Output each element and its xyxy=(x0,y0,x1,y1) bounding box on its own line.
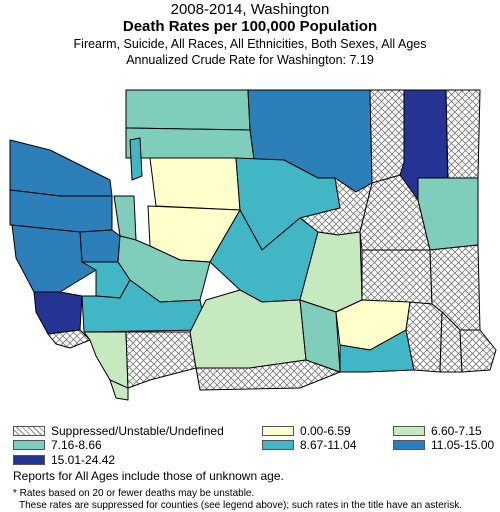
county-yakima xyxy=(189,289,307,369)
county-lewis xyxy=(81,279,207,333)
legend-label: Suppressed/Unstable/Undefined xyxy=(51,424,224,438)
county-skamania xyxy=(125,331,197,389)
legend-swatch xyxy=(13,455,45,465)
legend-swatch xyxy=(13,426,45,436)
county-whatcom xyxy=(125,89,251,131)
county-snohomish xyxy=(149,157,241,211)
state-rate-subtitle: Annualized Crude Rate for Washington: 7.… xyxy=(126,53,374,67)
county-ferry xyxy=(369,89,405,184)
county-island xyxy=(129,137,143,181)
county-clallam xyxy=(9,139,113,197)
legend-label: 6.60-7.15 xyxy=(431,424,482,438)
county-wahkiakum xyxy=(47,329,91,349)
legend-item-7-16-8-66: 7.16-8.66 xyxy=(13,438,102,452)
county-jefferson xyxy=(9,189,113,233)
legend-label: 11.05-15.00 xyxy=(431,438,495,452)
map-title: Death Rates per 100,000 Population xyxy=(122,18,378,35)
legend-item-suppressed: Suppressed/Unstable/Undefined xyxy=(13,424,224,438)
legend-item-0-6-59: 0.00-6.59 xyxy=(262,424,351,438)
note-suppressed: These rates are suppressed for counties … xyxy=(19,500,463,511)
county-skagit xyxy=(125,127,255,161)
legend-label: 8.67-11.04 xyxy=(300,438,357,452)
legend-label: 15.01-24.42 xyxy=(51,453,116,467)
note-unknown-age: Reports for All Ages include those of un… xyxy=(13,469,284,483)
map-title-year: 2008-2014, Washington xyxy=(170,1,330,18)
legend-item-8-67-11-04: 8.67-11.04 xyxy=(262,438,357,452)
legend-item-11-05-15-00: 11.05-15.00 xyxy=(393,438,494,452)
legend-label: 7.16-8.66 xyxy=(51,438,102,452)
legend-swatch xyxy=(262,440,294,450)
legend-item-6-60-7-15: 6.60-7.15 xyxy=(393,424,482,438)
county-pend-oreille xyxy=(445,89,481,179)
county-asotin xyxy=(459,329,497,373)
note-unstable: * Rates based on 20 or fewer deaths may … xyxy=(13,488,255,499)
legend-swatch xyxy=(393,440,425,450)
legend-swatch xyxy=(262,426,294,436)
legend-swatch xyxy=(393,426,425,436)
county-clark xyxy=(109,379,129,401)
county-mason xyxy=(79,229,121,263)
map-subtitle: Firearm, Suicide, All Races, All Ethnici… xyxy=(73,37,427,51)
legend-label: 0.00-6.59 xyxy=(300,424,351,438)
county-adams xyxy=(361,249,433,305)
county-pacific xyxy=(33,291,83,335)
county-spokane xyxy=(417,177,479,251)
county-cowlitz xyxy=(83,331,129,389)
legend-item-15-01-24-42: 15.01-24.42 xyxy=(13,453,115,467)
legend-swatch xyxy=(13,440,45,450)
